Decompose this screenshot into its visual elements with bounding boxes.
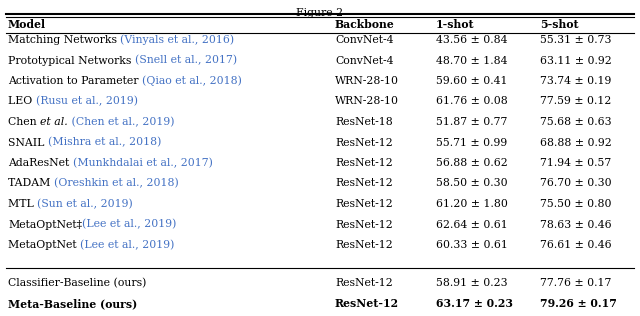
Text: ResNet-18: ResNet-18 (335, 117, 393, 127)
Text: (Lee et al., 2019): (Lee et al., 2019) (80, 240, 175, 250)
Text: LEO: LEO (8, 96, 36, 106)
Text: 73.74 ± 0.19: 73.74 ± 0.19 (540, 76, 611, 86)
Text: SNAIL: SNAIL (8, 137, 48, 148)
Text: 61.20 ± 1.80: 61.20 ± 1.80 (436, 199, 508, 209)
Text: Meta-Baseline (ours): Meta-Baseline (ours) (8, 298, 137, 309)
Text: 75.68 ± 0.63: 75.68 ± 0.63 (540, 117, 612, 127)
Text: ResNet-12: ResNet-12 (335, 298, 399, 309)
Text: Figure 2: Figure 2 (296, 8, 344, 18)
Text: 60.33 ± 0.61: 60.33 ± 0.61 (436, 240, 508, 250)
Text: ResNet-12: ResNet-12 (335, 220, 393, 229)
Text: Matching Networks: Matching Networks (8, 35, 120, 45)
Text: AdaResNet: AdaResNet (8, 158, 73, 168)
Text: 62.64 ± 0.61: 62.64 ± 0.61 (436, 220, 508, 229)
Text: WRN-28-10: WRN-28-10 (335, 76, 399, 86)
Text: Classifier-Baseline (ours): Classifier-Baseline (ours) (8, 278, 147, 288)
Text: Prototypical Networks: Prototypical Networks (8, 56, 135, 65)
Text: (Lee et al., 2019): (Lee et al., 2019) (82, 219, 177, 230)
Text: 43.56 ± 0.84: 43.56 ± 0.84 (436, 35, 508, 45)
Text: (Mishra et al., 2018): (Mishra et al., 2018) (48, 137, 161, 148)
Text: 61.76 ± 0.08: 61.76 ± 0.08 (436, 96, 508, 106)
Text: (Sun et al., 2019): (Sun et al., 2019) (37, 199, 133, 209)
Text: 55.31 ± 0.73: 55.31 ± 0.73 (540, 35, 611, 45)
Text: 68.88 ± 0.92: 68.88 ± 0.92 (540, 137, 612, 148)
Text: 48.70 ± 1.84: 48.70 ± 1.84 (436, 56, 508, 65)
Text: 5-shot: 5-shot (540, 20, 579, 31)
Text: 76.61 ± 0.46: 76.61 ± 0.46 (540, 240, 612, 250)
Text: Activation to Parameter: Activation to Parameter (8, 76, 142, 86)
Text: 71.94 ± 0.57: 71.94 ± 0.57 (540, 158, 611, 168)
Text: (Vinyals et al., 2016): (Vinyals et al., 2016) (120, 35, 235, 45)
Text: 78.63 ± 0.46: 78.63 ± 0.46 (540, 220, 612, 229)
Text: WRN-28-10: WRN-28-10 (335, 96, 399, 106)
Text: (Rusu et al., 2019): (Rusu et al., 2019) (36, 96, 138, 107)
Text: 59.60 ± 0.41: 59.60 ± 0.41 (436, 76, 508, 86)
Text: 75.50 ± 0.80: 75.50 ± 0.80 (540, 199, 611, 209)
Text: ResNet-12: ResNet-12 (335, 158, 393, 168)
Text: 58.91 ± 0.23: 58.91 ± 0.23 (436, 278, 508, 288)
Text: MTL: MTL (8, 199, 37, 209)
Text: 58.50 ± 0.30: 58.50 ± 0.30 (436, 179, 508, 189)
Text: 63.17 ± 0.23: 63.17 ± 0.23 (436, 298, 513, 309)
Text: ResNet-12: ResNet-12 (335, 278, 393, 288)
Text: 51.87 ± 0.77: 51.87 ± 0.77 (436, 117, 508, 127)
Text: ResNet-12: ResNet-12 (335, 199, 393, 209)
Text: et al.: et al. (40, 117, 68, 127)
Text: ConvNet-4: ConvNet-4 (335, 56, 394, 65)
Text: 55.71 ± 0.99: 55.71 ± 0.99 (436, 137, 508, 148)
Text: (Chen et al., 2019): (Chen et al., 2019) (68, 117, 174, 127)
Text: Backbone: Backbone (335, 20, 395, 31)
Text: Model: Model (8, 20, 46, 31)
Text: MetaOptNet: MetaOptNet (8, 240, 80, 250)
Text: (Munkhdalai et al., 2017): (Munkhdalai et al., 2017) (73, 158, 212, 168)
Text: 76.70 ± 0.30: 76.70 ± 0.30 (540, 179, 612, 189)
Text: ResNet-12: ResNet-12 (335, 137, 393, 148)
Text: ConvNet-4: ConvNet-4 (335, 35, 394, 45)
Text: MetaOptNet‡: MetaOptNet‡ (8, 220, 82, 229)
Text: ResNet-12: ResNet-12 (335, 179, 393, 189)
Text: 77.76 ± 0.17: 77.76 ± 0.17 (540, 278, 611, 288)
Text: 63.11 ± 0.92: 63.11 ± 0.92 (540, 56, 612, 65)
Text: 77.59 ± 0.12: 77.59 ± 0.12 (540, 96, 611, 106)
Text: Chen: Chen (8, 117, 40, 127)
Text: 1-shot: 1-shot (436, 20, 475, 31)
Text: (Oreshkin et al., 2018): (Oreshkin et al., 2018) (54, 178, 179, 189)
Text: TADAM: TADAM (8, 179, 54, 189)
Text: ResNet-12: ResNet-12 (335, 240, 393, 250)
Text: (Snell et al., 2017): (Snell et al., 2017) (135, 55, 237, 66)
Text: 79.26 ± 0.17: 79.26 ± 0.17 (540, 298, 617, 309)
Text: (Qiao et al., 2018): (Qiao et al., 2018) (142, 76, 242, 86)
Text: 56.88 ± 0.62: 56.88 ± 0.62 (436, 158, 508, 168)
